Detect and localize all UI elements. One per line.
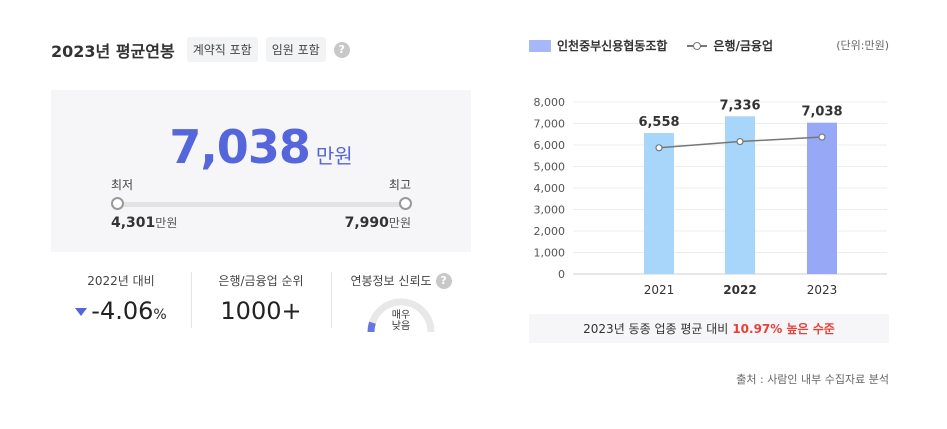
- compare-highlight: 10.97% 높은 수준: [732, 322, 835, 336]
- stat-yoy-label: 2022년 대비: [87, 274, 155, 288]
- line-legend-label: 은행/금융업: [713, 39, 773, 53]
- reliability-gauge: [367, 298, 435, 333]
- down-arrow-icon: [75, 308, 88, 316]
- stat-rank: 은행/금융업 순위 1000+: [191, 270, 331, 332]
- page-title: 2023년 평균연봉: [51, 41, 175, 61]
- average-salary-value: 7,038: [169, 120, 311, 174]
- min-salary-unit: 만원: [155, 216, 178, 230]
- y-tick-label: 0: [558, 268, 565, 281]
- bar-2021: [644, 133, 674, 274]
- min-salary-value: 4,301: [111, 215, 156, 231]
- industry-point: [655, 144, 663, 152]
- tag-contract: 계약직 포함: [186, 37, 258, 62]
- source-note: 출처 : 사람인 내부 수집자료 분석: [736, 373, 889, 386]
- bar-2023: [807, 122, 837, 274]
- title-row: 2023년 평균연봉 계약직 포함 임원 포함 ?: [51, 37, 350, 62]
- industry-compare: 2023년 동종 업종 평균 대비 10.97% 높은 수준: [529, 314, 889, 343]
- stat-reliability: 연봉정보 신뢰도? 매우 낮음: [331, 270, 471, 333]
- average-salary-box: 7,038 만원 최저 최고 4,301만원 7,990만원: [51, 90, 471, 252]
- stat-rank-label: 은행/금융업 순위: [218, 274, 304, 288]
- line-legend-symbol: [687, 40, 708, 52]
- reliability-level: 매우 낮음: [331, 310, 471, 332]
- divider: [331, 272, 332, 328]
- y-tick-label: 6,000: [534, 139, 566, 152]
- stats-row: 2022년 대비 -4.06% 은행/금융업 순위 1000+ 연봉정보 신뢰도…: [51, 270, 471, 333]
- stat-yoy: 2022년 대비 -4.06%: [51, 270, 191, 332]
- average-salary-unit: 만원: [315, 144, 353, 168]
- max-salary: 7,990만원: [345, 214, 411, 231]
- bar-value-label: 7,038: [801, 105, 842, 120]
- stat-reliability-label: 연봉정보 신뢰도: [350, 274, 432, 288]
- stat-yoy-value: -4.06: [91, 297, 154, 325]
- max-salary-value: 7,990: [344, 215, 389, 231]
- bar-legend-label: 인천중부신용협동조합: [557, 39, 668, 53]
- average-salary: 7,038 만원: [51, 120, 471, 174]
- bar-value-label: 7,336: [719, 98, 760, 113]
- stat-reliability-label-row: 연봉정보 신뢰도?: [331, 272, 471, 289]
- reliability-level-line2: 낮음: [391, 321, 411, 332]
- y-tick-label: 5,000: [534, 161, 566, 174]
- reliability-level-line1: 매우: [391, 310, 411, 321]
- help-icon[interactable]: ?: [333, 41, 350, 58]
- help-icon[interactable]: ?: [435, 272, 452, 289]
- max-handle: [399, 197, 412, 210]
- y-tick-label: 4,000: [534, 182, 566, 195]
- gauge-fill: [367, 321, 376, 333]
- compare-text: 2023년 동종 업종 평균 대비: [583, 322, 729, 336]
- salary-range-track: [117, 202, 406, 207]
- stat-yoy-unit: %: [153, 307, 167, 323]
- x-tick-label: 2022: [723, 283, 756, 297]
- x-tick-label: 2021: [644, 283, 675, 297]
- chart-legend: 인천중부신용협동조합 은행/금융업: [529, 37, 773, 54]
- y-tick-label: 1,000: [534, 247, 566, 260]
- tag-executive: 임원 포함: [265, 37, 326, 62]
- bar-value-label: 6,558: [638, 115, 679, 130]
- bar-legend-swatch: [529, 39, 551, 52]
- y-tick-label: 7,000: [534, 118, 566, 131]
- y-tick-label: 8,000: [534, 96, 566, 109]
- divider: [191, 272, 192, 328]
- industry-point: [818, 133, 826, 141]
- stat-yoy-value-row: -4.06%: [51, 297, 191, 325]
- min-handle: [111, 197, 124, 210]
- salary-chart: 0 1,000 2,000 3,000 4,000 5,000 6,000 7,000 8,00…: [534, 96, 887, 297]
- unit-note: (단위:만원): [836, 39, 889, 52]
- stat-rank-value: 1000+: [220, 297, 302, 325]
- max-label: 최고: [388, 178, 411, 192]
- y-tick-label: 2,000: [534, 225, 566, 238]
- gauge-track: [367, 298, 435, 333]
- y-tick-label: 3,000: [534, 204, 566, 217]
- industry-point: [736, 137, 744, 146]
- min-label: 최저: [111, 178, 134, 192]
- x-tick-label: 2023: [807, 283, 838, 297]
- max-salary-unit: 만원: [388, 216, 411, 230]
- min-salary: 4,301만원: [111, 214, 177, 231]
